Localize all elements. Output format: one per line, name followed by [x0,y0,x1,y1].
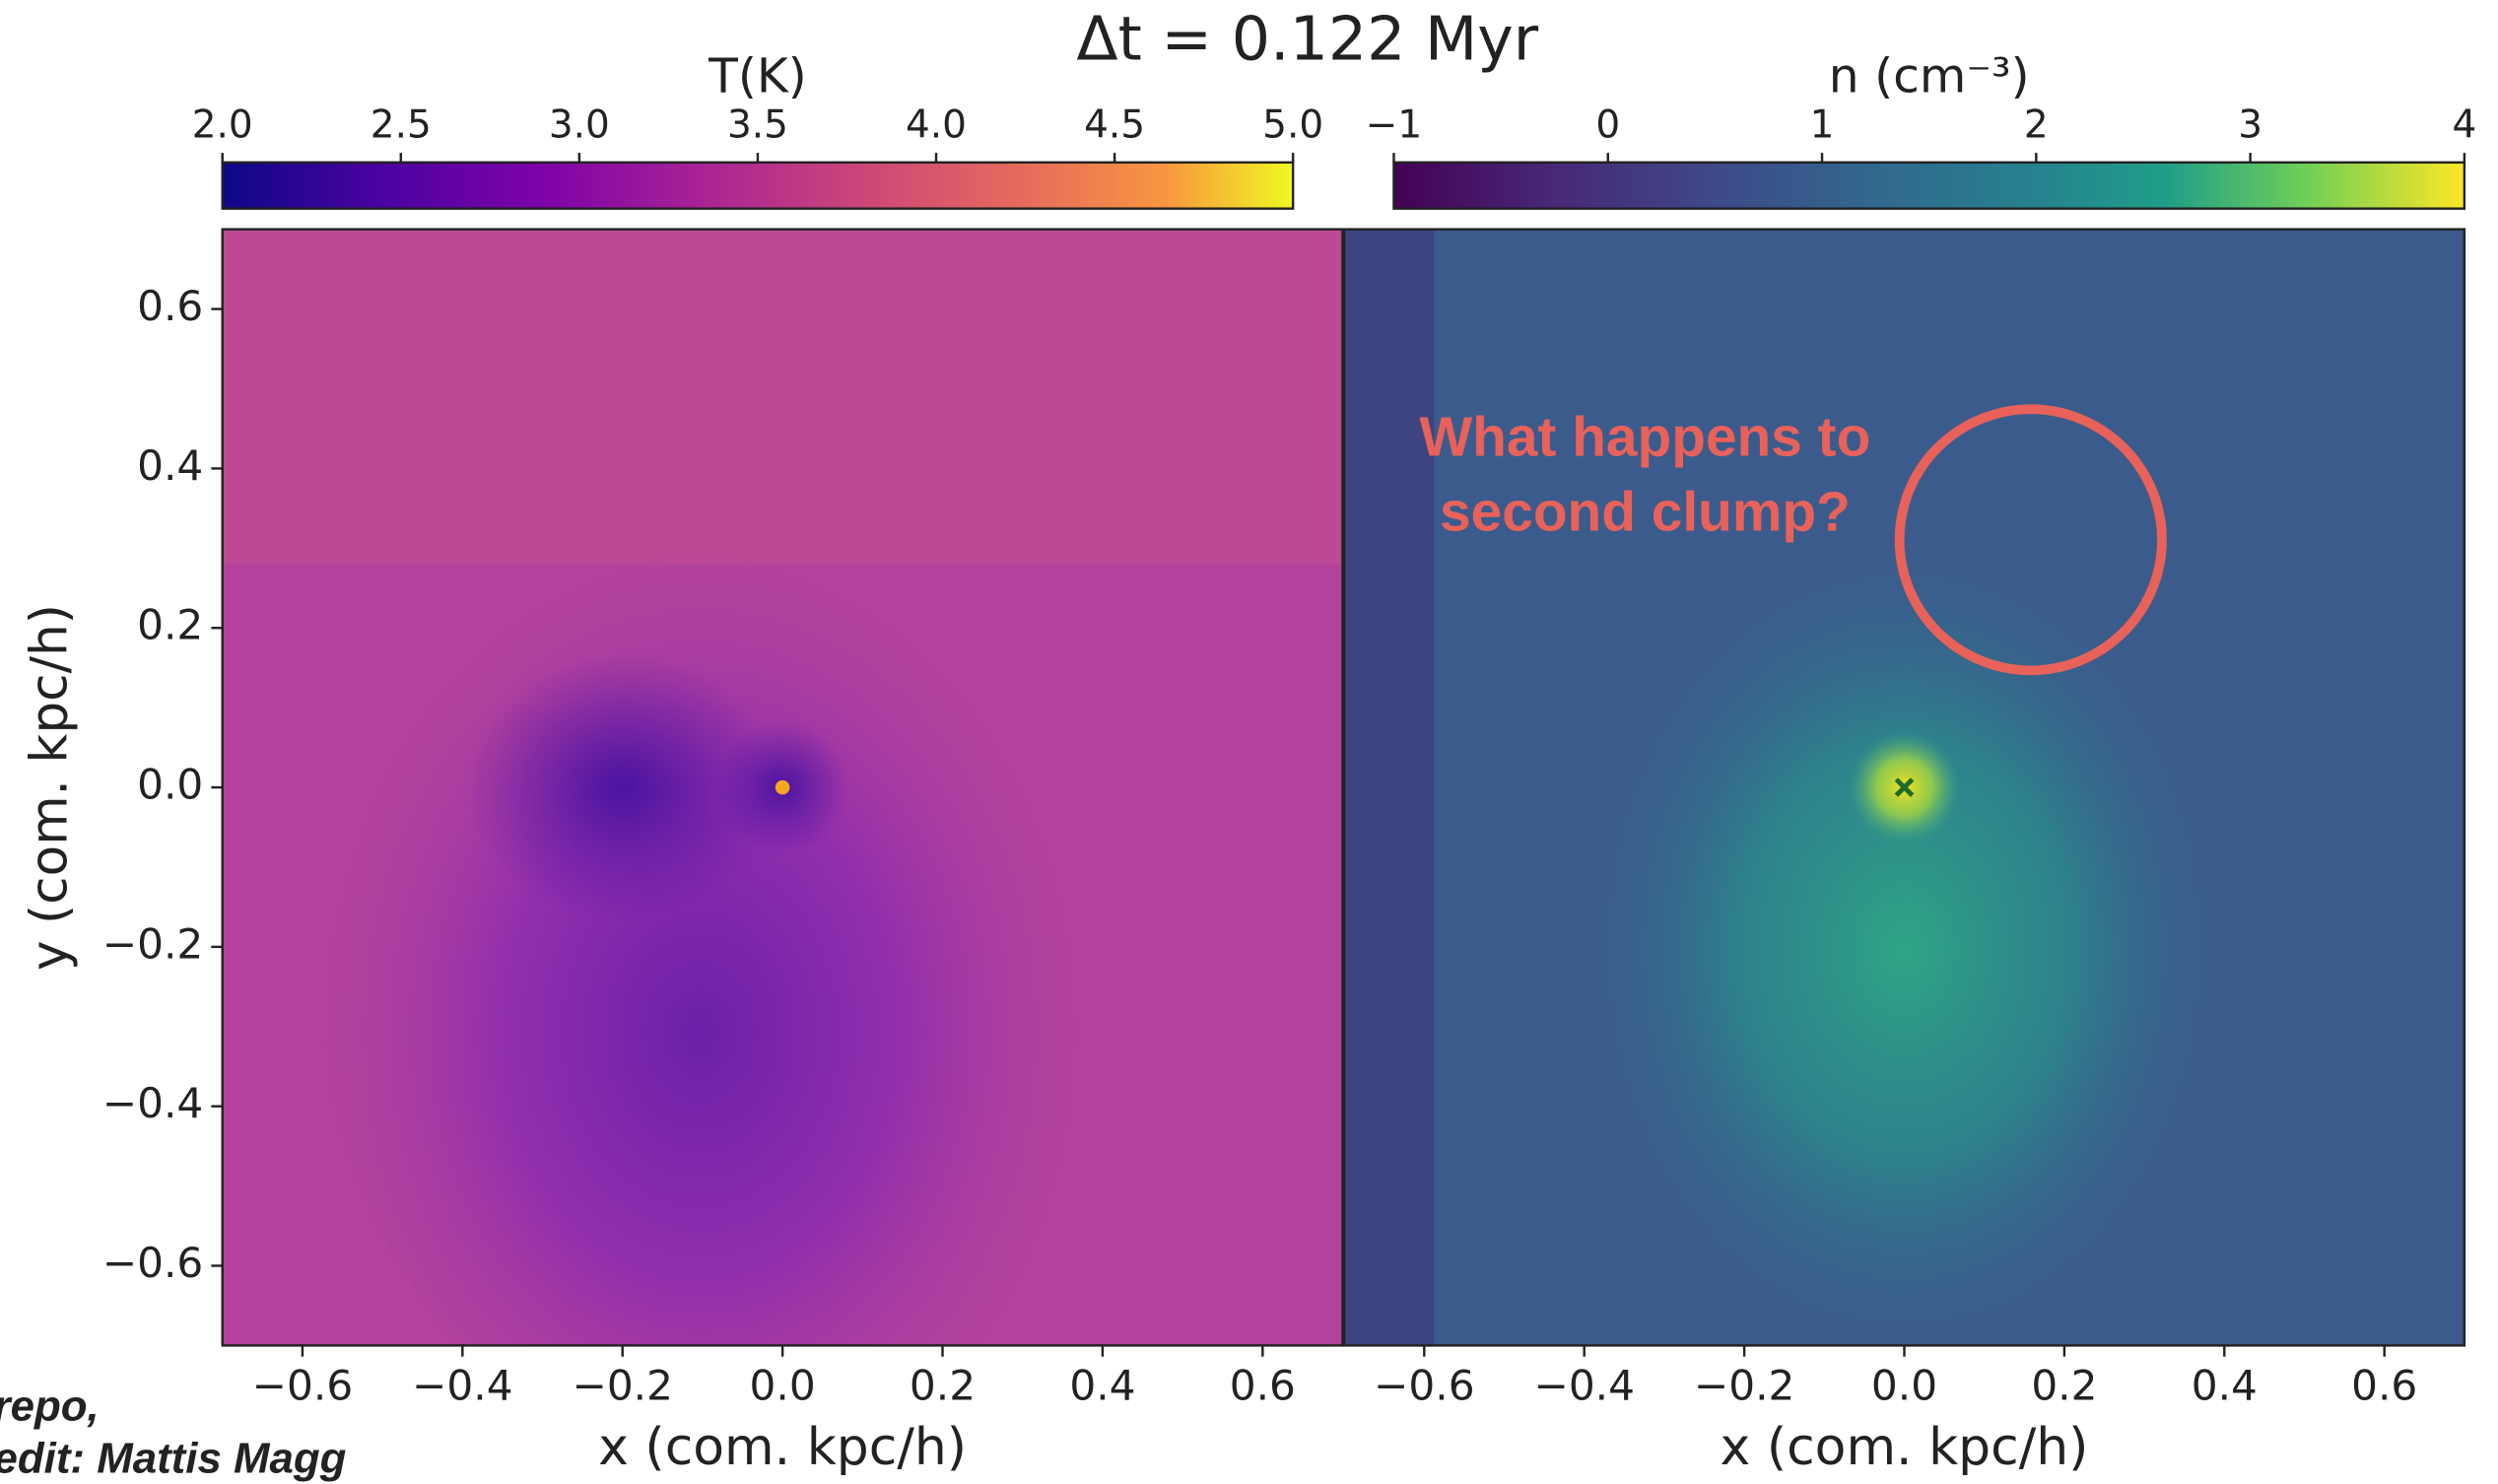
colorbar-tick-label: 4.5 [1084,103,1145,148]
colorbar-tick-label: 3 [2238,103,2262,148]
credit-line: repo, [0,1382,100,1430]
marker [1894,777,1915,797]
colorbar-tick-label: 0 [1595,103,1620,148]
colorbar-tick-label: 3.0 [549,103,610,148]
y-tick-label: 0.2 [137,601,203,649]
x-tick-label: −0.2 [1694,1362,1795,1410]
image-edge [1344,229,1435,1346]
figure-title: Δt = 0.122 Myr [1076,4,1538,75]
colorbar-label: n (cm⁻³) [1829,49,2030,104]
x-tick-label: 0.0 [750,1362,816,1410]
heatmap-image [222,229,1343,1346]
x-tick-label: 0.2 [2031,1362,2097,1410]
colorbar-label: T(K) [708,49,807,104]
colorbar-tick-label: 2.0 [192,103,253,148]
annotation-text: What happens to [1420,407,1871,469]
x-tick-label: 0.2 [910,1362,976,1410]
y-tick-label: 0.0 [137,761,203,809]
image-region [316,411,1169,1346]
x-axis-label: x (com. kpc/h) [1721,1418,2089,1477]
x-tick-label: 0.4 [2192,1362,2258,1410]
y-tick-label: 0.6 [137,282,203,330]
y-tick-label: −0.6 [102,1239,204,1287]
colorbar-tick-label: 1 [1810,103,1835,148]
x-tick-label: 0.4 [1069,1362,1135,1410]
y-tick-label: −0.2 [102,919,204,968]
x-tick-label: 0.0 [1871,1362,1937,1410]
colorbar-tick-label: 2 [2024,103,2049,148]
y-tick-label: −0.4 [102,1079,204,1127]
x-tick-label: −0.6 [252,1362,354,1410]
x-axis-label: x (com. kpc/h) [598,1418,967,1477]
y-axis-label: y (com. kpc/h) [21,604,80,971]
x-tick-label: −0.6 [1374,1362,1475,1410]
colorbar-tick-label: 5.0 [1262,103,1323,148]
x-tick-label: −0.2 [572,1362,673,1410]
credit-line: edit: Mattis Magg [0,1435,346,1483]
colorbar [221,161,1295,210]
annotation-text: second clump? [1440,482,1851,544]
image-region [1568,482,2241,1331]
colorbar-tick-label: −1 [1366,103,1422,148]
x-tick-label: −0.4 [1533,1362,1635,1410]
image-region [465,653,779,921]
colorbar-tick-label: 3.5 [727,103,788,148]
colorbar-tick-label: 4.0 [906,103,967,148]
x-tick-label: 0.6 [1230,1362,1296,1410]
x-tick-label: 0.6 [2351,1362,2417,1410]
y-tick-label: 0.4 [137,441,203,490]
colorbar [1392,161,2466,210]
colorbar-tick-label: 4 [2452,103,2476,148]
colorbar-tick-label: 2.5 [371,103,432,148]
marker [775,779,790,795]
annotation-circle [1894,404,2167,676]
x-tick-label: −0.4 [412,1362,513,1410]
